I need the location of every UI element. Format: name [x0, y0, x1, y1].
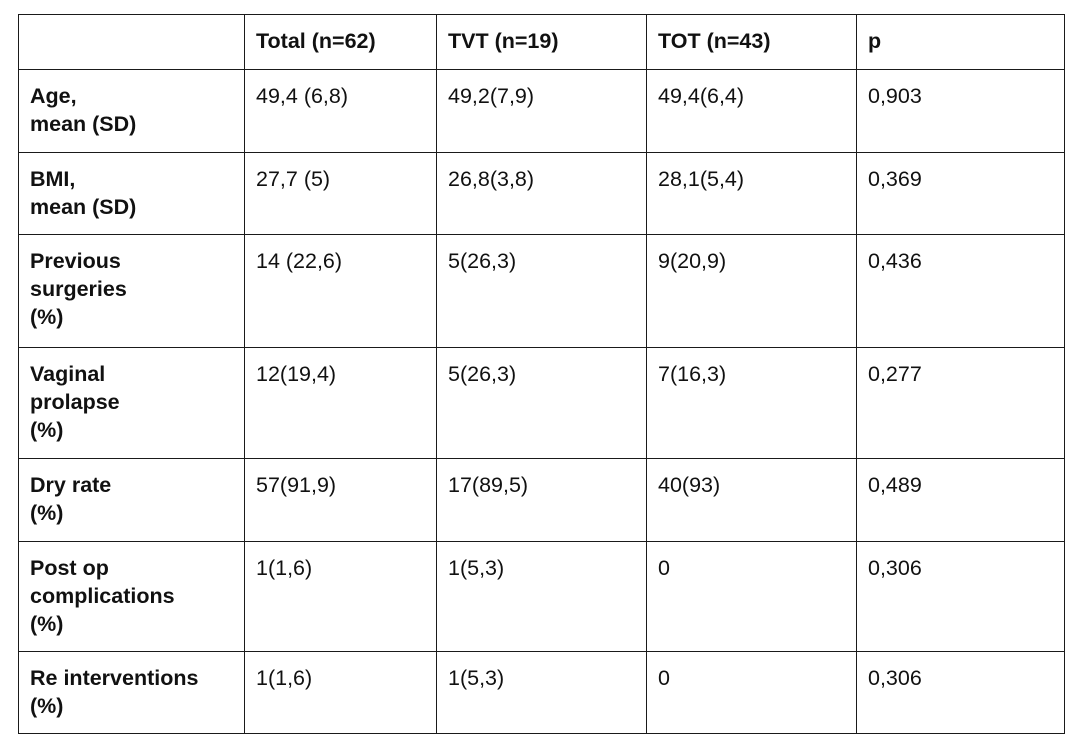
row-label: Dry rate (%) [18, 458, 245, 542]
cell-tot: 7(16,3) [646, 347, 857, 459]
cell-p: 0,369 [856, 152, 1065, 235]
cell-tvt: 5(26,3) [436, 347, 647, 459]
header-cell-total: Total (n=62) [244, 14, 437, 70]
cell-tvt: 49,2(7,9) [436, 69, 647, 153]
cell-tvt: 26,8(3,8) [436, 152, 647, 235]
header-row: Total (n=62) TVT (n=19) TOT (n=43) p [18, 14, 1065, 70]
cell-tvt: 5(26,3) [436, 234, 647, 348]
cell-p: 0,306 [856, 651, 1065, 734]
cell-tot: 40(93) [646, 458, 857, 542]
cell-tvt: 1(5,3) [436, 651, 647, 734]
cell-total: 1(1,6) [244, 541, 437, 652]
table-row: Vaginal prolapse (%) 12(19,4) 5(26,3) 7(… [18, 347, 1065, 459]
header-cell-empty [18, 14, 245, 70]
table-row: Dry rate (%) 57(91,9) 17(89,5) 40(93) 0,… [18, 458, 1065, 542]
row-label: Previous surgeries (%) [18, 234, 245, 348]
row-label: BMI, mean (SD) [18, 152, 245, 235]
cell-tot: 0 [646, 651, 857, 734]
row-label: Re interventions (%) [18, 651, 245, 734]
table-row: Previous surgeries (%) 14 (22,6) 5(26,3)… [18, 234, 1065, 348]
cell-tvt: 1(5,3) [436, 541, 647, 652]
header-cell-tvt: TVT (n=19) [436, 14, 647, 70]
cell-tot: 28,1(5,4) [646, 152, 857, 235]
cell-p: 0,436 [856, 234, 1065, 348]
cell-tot: 0 [646, 541, 857, 652]
cell-p: 0,903 [856, 69, 1065, 153]
table-row: BMI, mean (SD) 27,7 (5) 26,8(3,8) 28,1(5… [18, 152, 1065, 235]
cell-total: 12(19,4) [244, 347, 437, 459]
cell-total: 1(1,6) [244, 651, 437, 734]
cell-total: 49,4 (6,8) [244, 69, 437, 153]
row-label: Age, mean (SD) [18, 69, 245, 153]
cell-tot: 9(20,9) [646, 234, 857, 348]
cell-tot: 49,4(6,4) [646, 69, 857, 153]
header-cell-tot: TOT (n=43) [646, 14, 857, 70]
row-label: Vaginal prolapse (%) [18, 347, 245, 459]
table-row: Re interventions (%) 1(1,6) 1(5,3) 0 0,3… [18, 651, 1065, 734]
cell-p: 0,277 [856, 347, 1065, 459]
table-row: Post op complications (%) 1(1,6) 1(5,3) … [18, 541, 1065, 652]
cell-p: 0,489 [856, 458, 1065, 542]
results-table: Total (n=62) TVT (n=19) TOT (n=43) p Age… [18, 14, 1065, 734]
cell-total: 14 (22,6) [244, 234, 437, 348]
row-label: Post op complications (%) [18, 541, 245, 652]
header-cell-p: p [856, 14, 1065, 70]
table-row: Age, mean (SD) 49,4 (6,8) 49,2(7,9) 49,4… [18, 69, 1065, 153]
cell-tvt: 17(89,5) [436, 458, 647, 542]
cell-p: 0,306 [856, 541, 1065, 652]
cell-total: 27,7 (5) [244, 152, 437, 235]
cell-total: 57(91,9) [244, 458, 437, 542]
